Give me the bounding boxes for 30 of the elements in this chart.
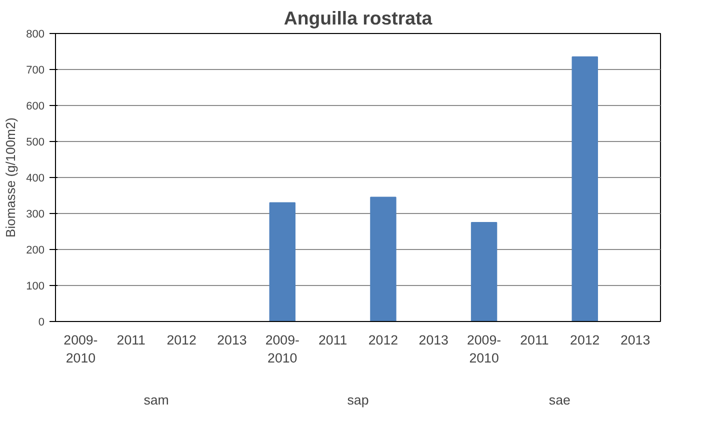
x-tick-label: 2013 [418, 332, 448, 348]
chart-title: Anguilla rostrata [284, 8, 433, 28]
x-tick-label: 2013 [217, 332, 247, 348]
x-tick-label: 2013 [620, 332, 650, 348]
y-tick-label: 600 [26, 100, 45, 112]
x-tick-label: 2009-2010 [265, 332, 300, 366]
y-axis-title: Biomasse (g/100m2) [3, 118, 18, 238]
y-tick-label: 300 [26, 208, 45, 220]
y-tick-label: 800 [26, 28, 45, 40]
bar [572, 56, 598, 322]
y-tick-label: 400 [26, 172, 45, 184]
x-tick-label: 2011 [116, 332, 146, 348]
text: sam [144, 392, 169, 408]
y-tick-label: 200 [26, 244, 45, 256]
bar [269, 202, 296, 322]
x-tick-label: 2012 [368, 332, 398, 348]
x-tick-label: 2009-2010 [467, 332, 502, 366]
text: sae [548, 392, 570, 408]
bar [370, 196, 396, 322]
x-tick-label: 2012 [166, 332, 196, 348]
x-tick-label: 2011 [520, 332, 549, 348]
y-tick-label: 0 [38, 316, 45, 328]
x-tick-label: 2011 [318, 332, 348, 348]
text: sap [347, 392, 369, 408]
y-tick-label: 700 [26, 64, 45, 76]
y-tick-label: 500 [26, 136, 45, 148]
x-tick-label: 2009-2010 [64, 332, 98, 366]
x-tick-label: 2012 [570, 332, 600, 348]
y-tick-label: 100 [26, 280, 45, 292]
bar [470, 222, 498, 322]
